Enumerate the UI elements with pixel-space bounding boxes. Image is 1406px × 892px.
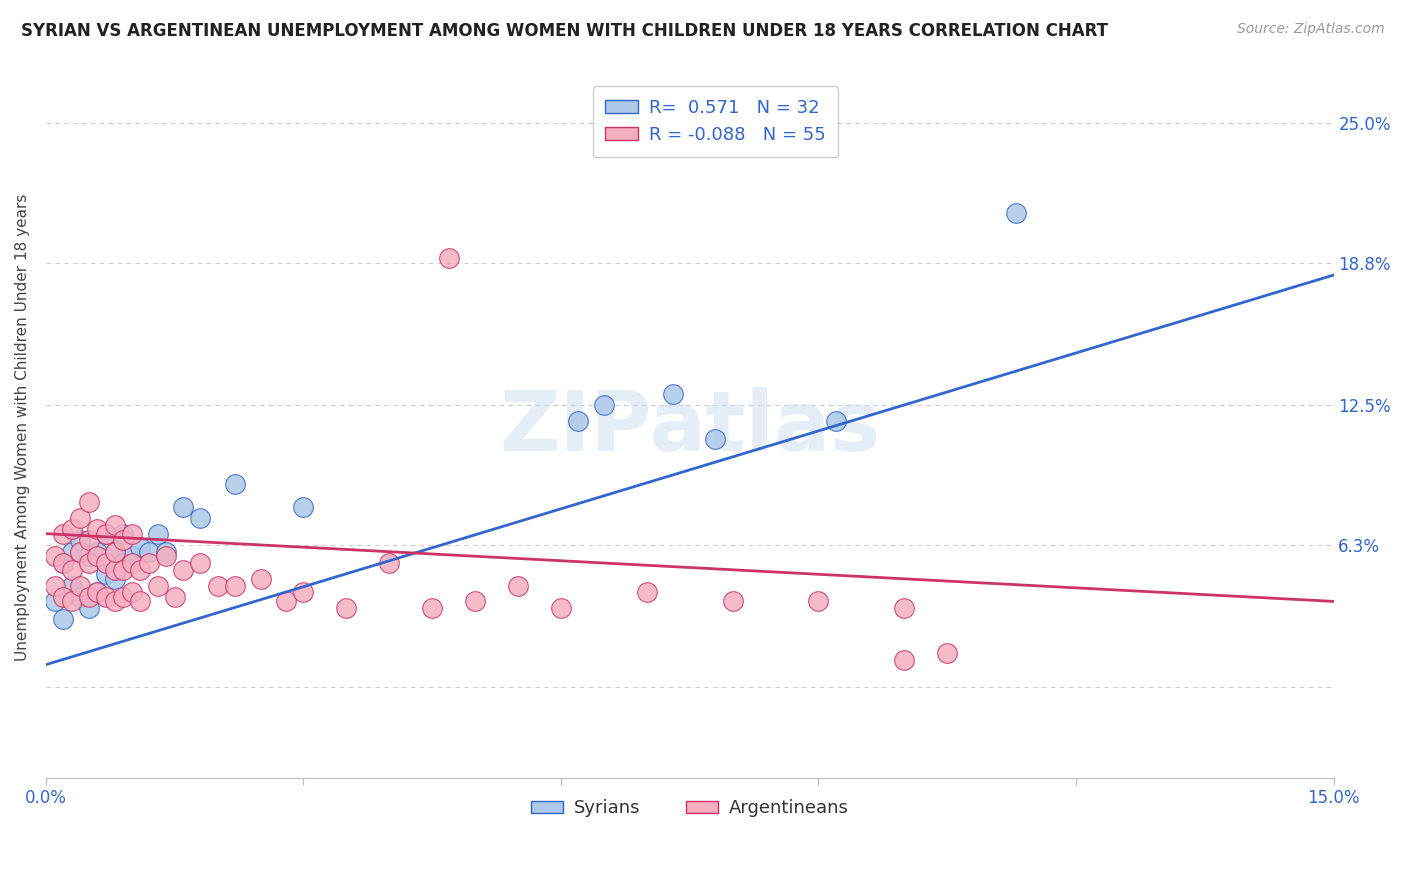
Point: [292, 500, 315, 514]
Point: [104, 594, 127, 608]
Point: [112, 556, 135, 570]
Y-axis label: Unemployment Among Women with Children Under 18 years: Unemployment Among Women with Children U…: [15, 194, 30, 661]
Point: [138, 556, 160, 570]
Point: [60, 563, 83, 577]
Point: [112, 533, 135, 548]
Point: [44, 594, 66, 608]
Point: [60, 545, 83, 559]
Point: [86, 585, 108, 599]
Point: [824, 414, 846, 428]
Point: [155, 545, 177, 559]
Point: [86, 585, 108, 599]
Point: [1005, 206, 1028, 220]
Point: [52, 612, 75, 626]
Point: [893, 653, 915, 667]
Point: [94, 556, 117, 570]
Point: [86, 549, 108, 564]
Point: [52, 556, 75, 570]
Point: [52, 526, 75, 541]
Point: [69, 533, 91, 548]
Point: [155, 549, 177, 564]
Legend: Syrians, Argentineans: Syrians, Argentineans: [523, 792, 856, 824]
Point: [77, 590, 100, 604]
Point: [60, 578, 83, 592]
Point: [172, 563, 194, 577]
Point: [190, 511, 212, 525]
Point: [94, 526, 117, 541]
Point: [172, 500, 194, 514]
Point: [94, 567, 117, 582]
Point: [77, 495, 100, 509]
Point: [439, 251, 461, 265]
Point: [60, 522, 83, 536]
Point: [112, 563, 135, 577]
Point: [44, 549, 66, 564]
Point: [104, 572, 127, 586]
Point: [86, 522, 108, 536]
Text: ZIPatlas: ZIPatlas: [499, 387, 880, 468]
Point: [893, 601, 915, 615]
Point: [69, 511, 91, 525]
Point: [506, 578, 529, 592]
Point: [420, 601, 443, 615]
Point: [335, 601, 357, 615]
Point: [69, 590, 91, 604]
Point: [86, 545, 108, 559]
Point: [704, 432, 727, 446]
Point: [129, 594, 152, 608]
Point: [936, 646, 959, 660]
Text: Source: ZipAtlas.com: Source: ZipAtlas.com: [1237, 22, 1385, 37]
Point: [163, 590, 186, 604]
Point: [69, 545, 91, 559]
Point: [104, 517, 127, 532]
Point: [94, 526, 117, 541]
Point: [52, 590, 75, 604]
Text: SYRIAN VS ARGENTINEAN UNEMPLOYMENT AMONG WOMEN WITH CHILDREN UNDER 18 YEARS CORR: SYRIAN VS ARGENTINEAN UNEMPLOYMENT AMONG…: [21, 22, 1108, 40]
Point: [146, 526, 169, 541]
Point: [721, 594, 744, 608]
Point: [593, 398, 616, 412]
Point: [224, 477, 246, 491]
Point: [550, 601, 572, 615]
Point: [121, 526, 143, 541]
Point: [94, 590, 117, 604]
Point: [292, 585, 315, 599]
Point: [567, 414, 589, 428]
Point: [138, 545, 160, 559]
Point: [69, 578, 91, 592]
Point: [77, 556, 100, 570]
Point: [77, 549, 100, 564]
Point: [129, 540, 152, 554]
Point: [129, 563, 152, 577]
Point: [464, 594, 486, 608]
Point: [52, 556, 75, 570]
Point: [146, 578, 169, 592]
Point: [121, 585, 143, 599]
Point: [207, 578, 229, 592]
Point: [44, 578, 66, 592]
Point: [224, 578, 246, 592]
Point: [112, 526, 135, 541]
Point: [77, 533, 100, 548]
Point: [378, 556, 401, 570]
Point: [661, 386, 683, 401]
Point: [190, 556, 212, 570]
Point: [121, 549, 143, 564]
Point: [807, 594, 830, 608]
Point: [121, 556, 143, 570]
Point: [104, 545, 127, 559]
Point: [104, 545, 127, 559]
Point: [249, 572, 271, 586]
Point: [276, 594, 298, 608]
Point: [112, 590, 135, 604]
Point: [60, 594, 83, 608]
Point: [636, 585, 658, 599]
Point: [77, 601, 100, 615]
Point: [104, 563, 127, 577]
